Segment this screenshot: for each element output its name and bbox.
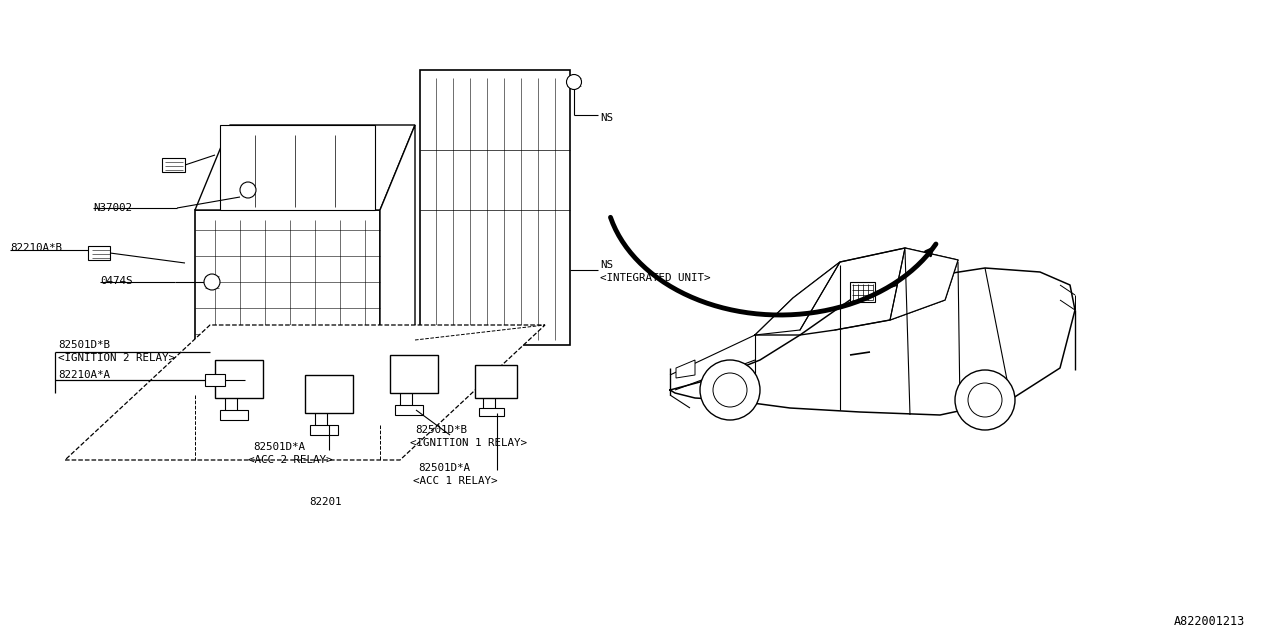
Text: 82201: 82201 bbox=[308, 497, 342, 507]
Bar bbox=[396, 405, 422, 415]
Text: <ACC 2 RELAY>: <ACC 2 RELAY> bbox=[248, 455, 333, 465]
Polygon shape bbox=[380, 125, 415, 425]
Text: 82210A*B: 82210A*B bbox=[10, 243, 61, 253]
Bar bbox=[420, 70, 570, 345]
Bar bbox=[305, 375, 353, 413]
Bar bbox=[88, 246, 110, 260]
Text: <IGNITION 1 RELAY>: <IGNITION 1 RELAY> bbox=[410, 438, 527, 448]
Text: <INTEGRATED UNIT>: <INTEGRATED UNIT> bbox=[600, 273, 710, 283]
Bar bbox=[310, 425, 338, 435]
Circle shape bbox=[567, 74, 581, 90]
Polygon shape bbox=[676, 360, 695, 378]
Text: <ACC 1 RELAY>: <ACC 1 RELAY> bbox=[413, 476, 498, 486]
Bar bbox=[195, 210, 380, 395]
Bar bbox=[215, 360, 262, 398]
Bar bbox=[390, 355, 438, 393]
Circle shape bbox=[955, 370, 1015, 430]
Bar bbox=[220, 125, 375, 210]
Text: 0474S: 0474S bbox=[100, 276, 133, 286]
Circle shape bbox=[204, 274, 220, 290]
Text: 82501D*A: 82501D*A bbox=[419, 463, 470, 473]
Polygon shape bbox=[195, 125, 415, 210]
Bar bbox=[479, 408, 504, 416]
Text: 82501D*B: 82501D*B bbox=[58, 340, 110, 350]
Bar bbox=[475, 365, 517, 398]
Text: NS: NS bbox=[600, 260, 613, 270]
Text: <IGNITION 2 RELAY>: <IGNITION 2 RELAY> bbox=[58, 353, 175, 363]
Text: 82501D*B: 82501D*B bbox=[415, 425, 467, 435]
Polygon shape bbox=[65, 325, 545, 460]
Bar bbox=[850, 282, 876, 302]
Text: N37002: N37002 bbox=[93, 203, 132, 213]
Bar bbox=[163, 158, 186, 172]
Text: 82210A*A: 82210A*A bbox=[58, 370, 110, 380]
Polygon shape bbox=[890, 248, 957, 320]
Circle shape bbox=[241, 182, 256, 198]
Text: A822001213: A822001213 bbox=[1174, 615, 1245, 628]
Circle shape bbox=[700, 360, 760, 420]
Bar bbox=[205, 374, 225, 386]
Polygon shape bbox=[755, 262, 840, 335]
Circle shape bbox=[968, 383, 1002, 417]
Circle shape bbox=[713, 373, 748, 407]
Text: NS: NS bbox=[600, 113, 613, 123]
Text: 82501D*A: 82501D*A bbox=[253, 442, 305, 452]
Bar bbox=[220, 410, 248, 420]
